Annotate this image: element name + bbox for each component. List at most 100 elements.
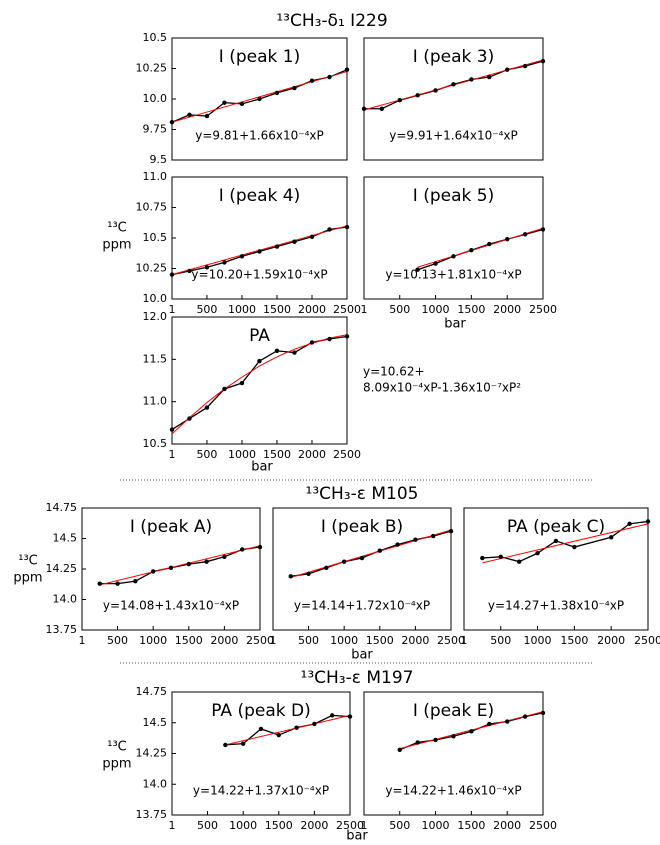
panel-title: I (peak 5) [413, 186, 494, 206]
x-tick-label: 1 [461, 634, 468, 647]
x-tick-label: 2000 [298, 448, 326, 461]
x-tick-label: 1 [361, 819, 368, 832]
x-tick-label: 2500 [333, 303, 361, 316]
y-tick-label: 14.0 [53, 593, 78, 606]
equation: y=14.14+1.72x10⁻⁴xP [294, 599, 430, 613]
fit-line [482, 523, 649, 564]
y-axis-label: ppm [102, 238, 131, 253]
data-point [522, 232, 528, 237]
data-point [504, 67, 510, 72]
y-tick-label: 10.5 [143, 231, 168, 244]
data-point [645, 519, 651, 524]
data-point [97, 581, 102, 586]
data-point [487, 241, 492, 247]
data-point [168, 565, 174, 570]
fit-line [225, 714, 351, 746]
y-tick-label: 14.0 [143, 777, 168, 790]
panel-title: I (peak 4) [219, 186, 300, 206]
x-tick-label: 2500 [634, 634, 660, 647]
equation: y=10.13+1.81x10⁻⁴xP [385, 268, 521, 282]
data-point [204, 559, 209, 564]
data-point [306, 571, 311, 577]
plot-frame [171, 316, 348, 445]
plot-frame [363, 37, 544, 161]
x-tick-label: 2500 [529, 819, 557, 832]
data-line [171, 335, 348, 431]
x-tick-label: 1500 [175, 634, 203, 647]
data-point [608, 535, 614, 540]
data-point [540, 710, 546, 716]
data-point [292, 85, 297, 91]
x-axis-label: bar [346, 829, 368, 842]
equation: y=9.91+1.64x10⁻⁴xP [389, 129, 518, 143]
panel-title: I (peak 1) [219, 47, 300, 67]
plot-frame [363, 176, 544, 300]
x-axis-label: bar [444, 317, 466, 332]
x-tick-label: 1000 [422, 303, 450, 316]
x-tick-label: 2000 [597, 634, 625, 647]
data-point [309, 78, 315, 83]
data-point [257, 544, 263, 550]
panel-title: I (peak A) [130, 517, 212, 537]
x-tick-label: 500 [107, 634, 128, 647]
x-tick-label: 1000 [229, 819, 257, 832]
x-tick-label: 2000 [210, 634, 238, 647]
y-tick-label: 14.5 [143, 716, 168, 729]
data-point [359, 555, 365, 561]
y-tick-label: 10.0 [143, 292, 168, 305]
data-point [239, 547, 245, 552]
data-point [347, 714, 353, 719]
equation: y=10.20+1.59x10⁻⁴xP [191, 268, 327, 282]
data-point [222, 554, 227, 559]
data-point [327, 336, 332, 342]
panel-title: PA (peak C) [507, 517, 605, 537]
x-tick-label: 1500 [560, 634, 588, 647]
x-tick-label: 500 [490, 634, 511, 647]
x-tick-label: 1500 [457, 303, 485, 316]
x-tick-label: 2000 [298, 303, 326, 316]
data-point [540, 227, 546, 232]
y-tick-label: 14.75 [46, 501, 78, 514]
x-tick-label: 2000 [401, 634, 429, 647]
y-tick-label: 10.25 [136, 262, 168, 275]
data-point [292, 239, 297, 244]
data-point [487, 74, 492, 80]
data-point [540, 58, 546, 64]
x-tick-label: 2000 [300, 819, 328, 832]
data-point [448, 528, 454, 534]
data-point [341, 559, 347, 564]
data-point [187, 416, 192, 421]
data-point [415, 93, 420, 98]
panel-title: I (peak E) [413, 701, 494, 721]
plot-frame [272, 507, 452, 631]
data-point [294, 725, 299, 730]
x-tick-label: 500 [196, 448, 217, 461]
data-line [99, 546, 261, 585]
equation: y=14.22+1.46x10⁻⁴xP [385, 784, 521, 798]
fit-line [99, 545, 261, 586]
data-point [522, 714, 528, 719]
data-point [292, 350, 297, 355]
plot-frame [363, 691, 544, 816]
x-tick-label: 1500 [366, 634, 394, 647]
data-point [469, 248, 474, 253]
y-tick-label: 11.0 [143, 395, 168, 408]
data-point [413, 537, 418, 542]
y-tick-label: 10.75 [136, 201, 168, 214]
fit-line [417, 227, 544, 268]
section-title: ¹³CH₃-ε M197 [301, 668, 414, 688]
x-tick-label: 500 [298, 634, 319, 647]
data-point [223, 742, 228, 748]
x-tick-label: 2500 [246, 634, 274, 647]
data-point [204, 405, 210, 410]
y-axis-label: ¹³C [107, 221, 127, 236]
data-point [222, 386, 227, 392]
data-point [433, 737, 438, 743]
data-point [451, 82, 456, 87]
x-tick-label: 1500 [457, 819, 485, 832]
data-point [169, 272, 175, 277]
y-axis-label: ppm [102, 757, 131, 772]
data-point [516, 559, 522, 564]
data-line [225, 714, 351, 746]
